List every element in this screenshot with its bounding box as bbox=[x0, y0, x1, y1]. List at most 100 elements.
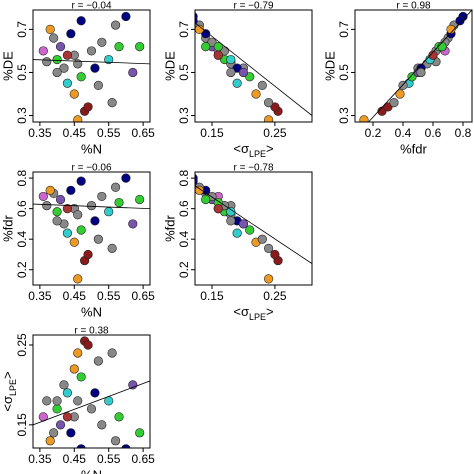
label-part: LPE bbox=[249, 149, 266, 159]
panel-title: r = 0.38 bbox=[74, 326, 109, 337]
axis-label: <σLPE> bbox=[233, 304, 273, 322]
point bbox=[73, 59, 83, 69]
point bbox=[76, 16, 86, 26]
point bbox=[73, 348, 83, 358]
label-part: > bbox=[0, 371, 15, 379]
label-part: > bbox=[266, 141, 274, 156]
x-tick-label: 0.45 bbox=[63, 289, 87, 303]
point bbox=[207, 37, 217, 47]
panel: r = −0.79 0.15 0.25 0.3 0.5 0.7 <σLPE> %DE bbox=[162, 1, 313, 159]
point bbox=[97, 37, 107, 47]
point bbox=[52, 404, 62, 414]
point bbox=[42, 200, 52, 211]
fit-line bbox=[195, 22, 312, 116]
point bbox=[66, 29, 76, 39]
point bbox=[59, 380, 69, 390]
point bbox=[45, 185, 55, 195]
point bbox=[52, 67, 62, 78]
axis-label: %N bbox=[81, 467, 102, 474]
point bbox=[69, 89, 79, 99]
point bbox=[107, 98, 117, 108]
point bbox=[52, 54, 62, 65]
point bbox=[73, 210, 83, 220]
point bbox=[97, 420, 107, 430]
label-part: LPE bbox=[249, 312, 266, 322]
point bbox=[128, 380, 138, 390]
plot-frame bbox=[32, 9, 151, 123]
point bbox=[232, 78, 242, 88]
point bbox=[38, 46, 48, 56]
panel: r = −0.78 0.15 0.25 0.2 0.4 0.6 0.8 <σLPE> %fdr bbox=[162, 163, 313, 322]
y-tick-label: 0.5 bbox=[337, 64, 351, 81]
point bbox=[76, 72, 86, 82]
x-tick-label: 0.55 bbox=[97, 126, 121, 140]
point bbox=[263, 243, 274, 253]
x-tick-label: 0.65 bbox=[131, 126, 155, 140]
y-tick-label: 0.2 bbox=[15, 261, 29, 278]
point bbox=[359, 115, 369, 122]
point bbox=[66, 185, 76, 195]
point bbox=[455, 16, 465, 26]
x-tick-label: 0.35 bbox=[28, 289, 52, 303]
point bbox=[52, 207, 62, 217]
label-part: <σ bbox=[233, 304, 249, 319]
x-tick-label: 0.65 bbox=[131, 289, 155, 303]
point bbox=[62, 228, 73, 238]
fit-line bbox=[33, 59, 150, 65]
point bbox=[201, 42, 211, 52]
axis-label: %fdr bbox=[400, 141, 427, 156]
x-tick-label: 0.25 bbox=[263, 289, 287, 303]
y-tick-label: 0.4 bbox=[177, 231, 191, 248]
plot-area bbox=[33, 11, 150, 122]
fit-line bbox=[33, 203, 150, 210]
point bbox=[86, 404, 97, 414]
point bbox=[104, 207, 114, 217]
y-tick-label: 0.3 bbox=[15, 107, 29, 124]
point bbox=[263, 115, 274, 122]
point bbox=[83, 340, 93, 350]
plot-frame bbox=[194, 171, 313, 286]
point bbox=[73, 396, 83, 406]
point bbox=[93, 80, 103, 90]
point bbox=[270, 249, 280, 260]
label-part: > bbox=[266, 304, 274, 319]
point bbox=[93, 234, 103, 244]
y-tick-label: 0.5 bbox=[15, 64, 29, 81]
point bbox=[42, 57, 52, 67]
point bbox=[257, 80, 267, 90]
y-tick-label: 0.7 bbox=[15, 21, 29, 38]
point bbox=[263, 98, 274, 108]
point bbox=[62, 412, 73, 422]
point bbox=[62, 204, 73, 214]
point bbox=[213, 204, 223, 214]
x-tick-label: 0.55 bbox=[97, 289, 121, 303]
point bbox=[69, 237, 79, 247]
point bbox=[245, 225, 255, 235]
point bbox=[121, 173, 131, 183]
point bbox=[110, 182, 121, 192]
panel-title: r = −0.79 bbox=[233, 1, 273, 12]
x-tick-label: 0.45 bbox=[63, 452, 87, 466]
point bbox=[38, 191, 48, 202]
y-tick-label: 0.8 bbox=[15, 169, 29, 186]
point bbox=[76, 225, 86, 235]
point bbox=[107, 348, 117, 358]
point bbox=[49, 428, 59, 438]
x-tick-label: 0.15 bbox=[200, 289, 224, 303]
point bbox=[201, 194, 211, 205]
point bbox=[245, 72, 255, 82]
fit-line bbox=[195, 185, 312, 264]
x-tick-label: 0.2 bbox=[365, 126, 382, 140]
plot-area bbox=[195, 12, 312, 122]
point bbox=[226, 54, 236, 65]
point bbox=[83, 249, 93, 260]
y-tick-label: 0.8 bbox=[177, 169, 191, 186]
point bbox=[226, 207, 236, 217]
y-tick-label: 0.25 bbox=[15, 333, 29, 357]
point bbox=[97, 191, 107, 202]
x-tick-label: 0.6 bbox=[425, 126, 442, 140]
y-tick-label: 0.6 bbox=[15, 200, 29, 217]
point bbox=[232, 63, 242, 73]
point bbox=[232, 228, 242, 238]
